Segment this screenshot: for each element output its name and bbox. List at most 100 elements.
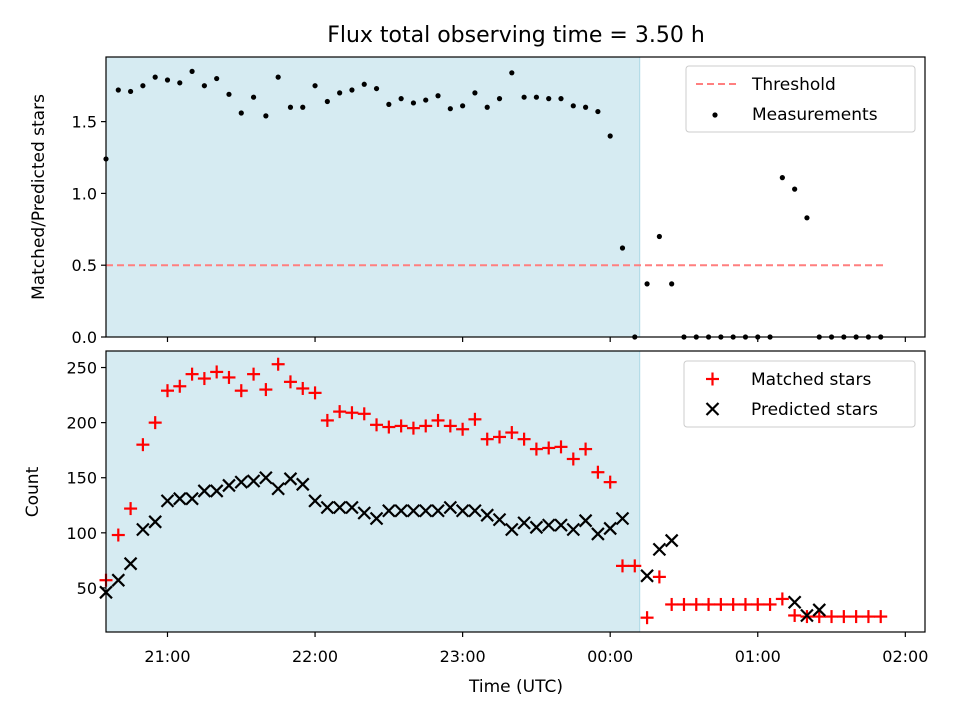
count-panel-frame bbox=[105, 350, 926, 633]
matched-star-point bbox=[333, 405, 347, 419]
ratio-panel-observing-span bbox=[105, 56, 641, 338]
matched-star-point bbox=[837, 610, 851, 624]
matched-star-point bbox=[628, 559, 642, 573]
measurement-point bbox=[349, 87, 355, 93]
predicted-star-point bbox=[308, 494, 322, 508]
measurement-point bbox=[177, 80, 183, 86]
predicted-star-point bbox=[123, 556, 138, 571]
predicted-star-point bbox=[812, 603, 827, 617]
measurement-point bbox=[127, 88, 134, 95]
chart-title: Flux total observing time = 3.50 h bbox=[327, 23, 705, 48]
measurement-point bbox=[263, 113, 269, 119]
measurement-point bbox=[287, 104, 294, 110]
matched-star-point bbox=[345, 406, 359, 420]
predicted-star-point bbox=[197, 484, 212, 498]
matched-star-point bbox=[296, 381, 310, 395]
measurement-point bbox=[214, 75, 220, 82]
matched-star-point bbox=[210, 365, 224, 379]
matched-star-point bbox=[456, 422, 470, 436]
ratio-panel-legend: Threshold Measurements bbox=[685, 65, 916, 133]
measurement-point bbox=[226, 91, 232, 97]
measurement-point bbox=[386, 101, 392, 107]
ratio-y-tick-label: 1.0 bbox=[72, 184, 97, 203]
count-panel-observing-span bbox=[105, 350, 641, 633]
predicted-star-point bbox=[566, 522, 581, 537]
predicted-star-point bbox=[468, 504, 482, 518]
count-panel-y-ticks: 50 100 150 200 250 bbox=[66, 359, 106, 598]
matched-star-point bbox=[689, 597, 703, 611]
predicted-star-point bbox=[320, 500, 335, 515]
predicted-star-point bbox=[640, 569, 654, 583]
measurement-point bbox=[275, 74, 281, 80]
predicted-star-point bbox=[369, 511, 384, 526]
measurement-point bbox=[509, 70, 515, 76]
x-tick-label: 01:00 bbox=[735, 647, 781, 666]
predicted-star-point bbox=[505, 522, 519, 537]
measurement-point bbox=[201, 83, 207, 89]
matched-star-point bbox=[566, 452, 580, 466]
matched-star-point bbox=[874, 610, 888, 624]
measurement-point bbox=[361, 81, 367, 87]
predicted-star-point bbox=[455, 504, 470, 518]
matched-star-point bbox=[124, 502, 138, 516]
count-y-tick-label: 50 bbox=[77, 579, 97, 598]
predicted-star-point bbox=[492, 512, 507, 527]
predicted-star-point bbox=[185, 491, 199, 506]
count-y-tick-label: 150 bbox=[66, 469, 97, 488]
matched-star-point bbox=[197, 372, 211, 386]
matched-star-point bbox=[320, 413, 334, 427]
matched-star-point bbox=[394, 419, 408, 433]
predicted-star-point bbox=[480, 508, 494, 522]
matched-star-point bbox=[234, 384, 248, 398]
predicted-star-point bbox=[554, 518, 568, 532]
measurement-point bbox=[423, 97, 429, 103]
predicted-star-point bbox=[431, 504, 445, 518]
measurement-point bbox=[779, 175, 785, 181]
matched-star-point bbox=[554, 440, 568, 454]
matched-star-point bbox=[370, 418, 384, 432]
predicted-legend-swatch bbox=[705, 402, 720, 416]
measurement-legend-label: Measurements bbox=[752, 105, 878, 125]
matched-star-point bbox=[751, 597, 765, 611]
matched-star-point bbox=[702, 597, 716, 611]
matched-star-point bbox=[419, 419, 433, 433]
matched-star-point bbox=[788, 608, 802, 622]
matched-star-point bbox=[726, 597, 740, 611]
threshold-legend-label: Threshold bbox=[751, 75, 836, 95]
predicted-star-point bbox=[332, 500, 347, 515]
ratio-panel-y-ticks: 0.0 0.5 1.0 1.5 bbox=[72, 113, 106, 347]
matched-star-point bbox=[136, 438, 150, 452]
measurement-point bbox=[152, 74, 158, 80]
predicted-star-point bbox=[246, 474, 261, 488]
predicted-star-point bbox=[394, 504, 408, 518]
matched-star-point bbox=[849, 610, 863, 624]
measurement-point bbox=[484, 104, 490, 110]
measurement-point bbox=[570, 103, 576, 109]
matched-star-point bbox=[861, 610, 875, 624]
measurement-point bbox=[607, 133, 613, 139]
predicted-star-point bbox=[295, 477, 310, 492]
measurement-point bbox=[656, 233, 662, 240]
predicted-star-point bbox=[529, 520, 544, 535]
count-y-tick-label: 100 bbox=[66, 524, 97, 543]
measurement-point bbox=[792, 186, 798, 192]
ratio-y-tick-label: 1.5 bbox=[72, 113, 97, 132]
matched-star-point bbox=[173, 379, 187, 393]
matched-star-point bbox=[603, 475, 617, 489]
predicted-star-point bbox=[259, 470, 273, 485]
matched-legend-label: Matched stars bbox=[751, 370, 871, 390]
ratio-panel: 0.0 0.5 1.0 1.5 Matched/Predicted stars Thr… bbox=[29, 56, 926, 347]
measurement-point bbox=[595, 108, 601, 115]
count-panel-legend: Matched stars Predicted stars bbox=[683, 360, 916, 428]
predicted-star-point bbox=[345, 500, 359, 515]
matched-star-point bbox=[431, 413, 445, 427]
x-tick-label: 23:00 bbox=[440, 647, 486, 666]
measurement-point bbox=[312, 83, 318, 89]
matched-star-point bbox=[677, 597, 691, 611]
measurement-point bbox=[140, 83, 146, 89]
matched-star-point bbox=[185, 367, 199, 381]
predicted-star-point bbox=[652, 542, 667, 557]
matched-star-point bbox=[517, 432, 531, 446]
x-axis-label: Time (UTC) bbox=[468, 677, 563, 697]
